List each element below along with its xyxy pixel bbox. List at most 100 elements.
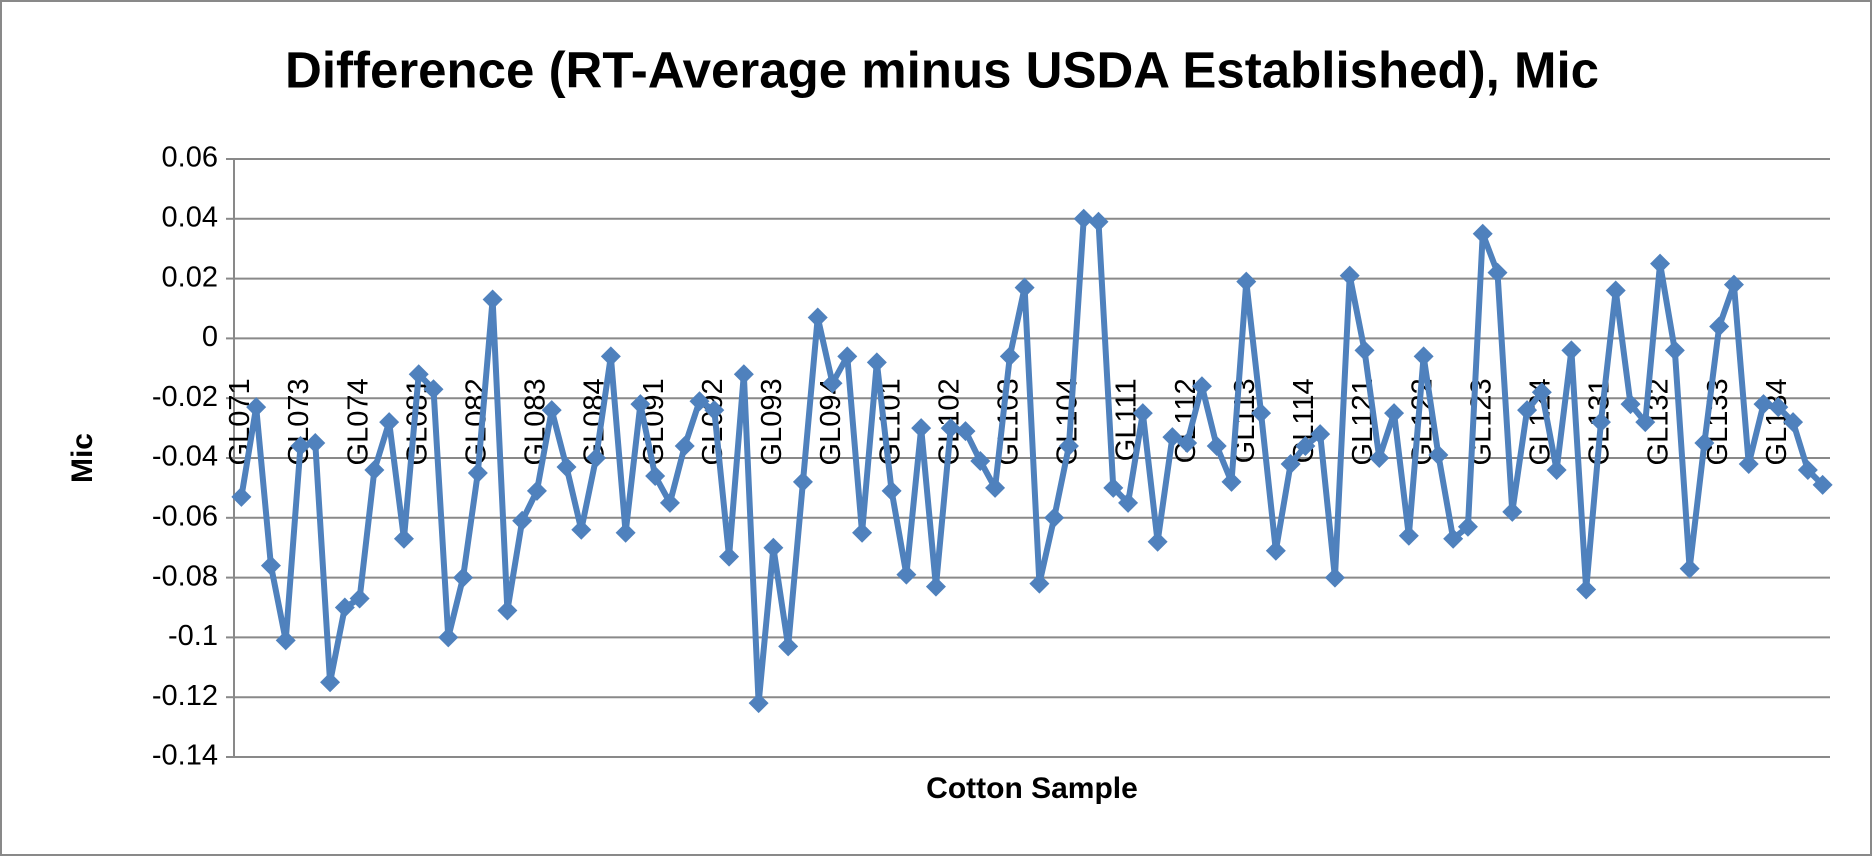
data-marker — [955, 421, 976, 442]
data-marker — [423, 379, 444, 400]
y-tick-label: -0.14 — [152, 740, 218, 772]
data-marker — [1472, 223, 1493, 244]
y-tick-label: -0.12 — [152, 680, 218, 712]
data-marker — [586, 448, 607, 468]
y-tick-label: -0.06 — [152, 500, 218, 532]
data-marker — [497, 600, 518, 621]
data-marker — [1251, 403, 1272, 424]
y-tick-label: 0.02 — [162, 261, 218, 293]
data-marker — [467, 462, 488, 483]
data-marker — [305, 433, 326, 454]
x-tick-label: GL094 — [815, 378, 847, 465]
data-marker — [748, 693, 769, 714]
y-tick-label: 0.06 — [162, 142, 218, 174]
data-marker — [645, 465, 666, 486]
data-marker — [970, 450, 991, 471]
data-marker — [1576, 579, 1597, 600]
data-marker — [1295, 436, 1316, 457]
data-marker — [1310, 424, 1331, 445]
data-marker — [1723, 274, 1744, 295]
data-marker — [999, 346, 1020, 367]
data-marker — [275, 630, 296, 651]
data-marker — [1369, 448, 1390, 468]
data-marker — [1812, 474, 1833, 495]
data-marker — [837, 346, 858, 367]
data-marker — [1162, 427, 1183, 448]
data-marker — [1088, 211, 1109, 232]
data-marker — [763, 537, 784, 558]
data-marker — [526, 480, 547, 501]
data-marker — [1384, 403, 1405, 424]
chart-title: Difference (RT-Average minus USDA Establ… — [285, 41, 1599, 98]
data-marker — [1354, 340, 1375, 361]
data-marker — [1517, 400, 1538, 421]
data-marker — [1561, 340, 1582, 361]
data-marker — [852, 522, 873, 543]
data-marker — [1191, 376, 1212, 397]
x-axis-title: Cotton Sample — [926, 772, 1138, 805]
data-marker — [320, 672, 341, 693]
data-marker — [1635, 412, 1656, 433]
data-marker — [822, 373, 843, 394]
data-marker — [1339, 265, 1360, 286]
data-marker — [689, 391, 710, 412]
data-marker — [1118, 492, 1139, 513]
x-tick-label: GL074 — [342, 378, 374, 465]
data-marker — [792, 471, 813, 492]
data-marker — [1694, 433, 1715, 454]
data-marker — [1413, 346, 1434, 367]
data-marker — [1324, 567, 1345, 588]
data-marker — [1664, 340, 1685, 361]
data-marker — [674, 436, 695, 457]
y-tick-label: 0 — [202, 321, 218, 353]
data-marker — [807, 307, 828, 328]
data-marker — [541, 400, 562, 421]
data-marker — [1502, 501, 1523, 522]
data-marker — [482, 289, 503, 310]
y-axis-title: Mic — [66, 433, 99, 483]
data-marker — [1797, 459, 1818, 480]
data-marker — [940, 418, 961, 439]
data-marker — [881, 480, 902, 501]
data-marker — [659, 492, 680, 513]
data-marker — [1132, 403, 1153, 424]
data-marker — [925, 576, 946, 597]
data-marker — [985, 477, 1006, 498]
data-marker — [1650, 253, 1671, 274]
data-marker — [1738, 453, 1759, 474]
data-marker — [231, 486, 252, 507]
data-marker — [911, 418, 932, 439]
data-marker — [1753, 394, 1774, 415]
data-marker — [393, 528, 414, 549]
data-marker — [1029, 573, 1050, 594]
y-tick-label: -0.1 — [168, 620, 218, 652]
data-marker — [290, 436, 311, 457]
data-marker — [1044, 507, 1065, 528]
data-marker — [1058, 436, 1079, 457]
data-marker — [512, 510, 533, 531]
data-marker — [1014, 277, 1035, 298]
data-marker — [379, 412, 400, 433]
data-marker — [1236, 271, 1257, 292]
data-marker — [1443, 528, 1464, 549]
data-marker — [1709, 316, 1730, 337]
data-marker — [1679, 558, 1700, 579]
data-marker — [408, 364, 429, 385]
data-marker — [1073, 208, 1094, 229]
data-marker — [438, 627, 459, 648]
data-marker — [1783, 412, 1804, 433]
data-marker — [260, 555, 281, 576]
data-marker — [334, 597, 355, 618]
data-marker — [453, 567, 474, 588]
data-marker — [1280, 453, 1301, 474]
y-tick-label: -0.04 — [152, 441, 218, 473]
data-marker — [1265, 540, 1286, 561]
data-marker — [630, 394, 651, 415]
data-marker — [866, 352, 887, 373]
data-marker — [1768, 397, 1789, 418]
x-tick-label: GL093 — [756, 378, 788, 465]
data-marker — [1147, 531, 1168, 552]
y-tick-label: -0.08 — [152, 560, 218, 592]
data-marker — [1620, 394, 1641, 415]
